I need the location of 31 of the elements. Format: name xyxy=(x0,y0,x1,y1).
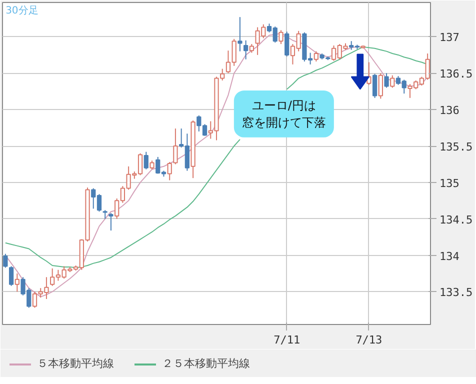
candlestick xyxy=(284,31,290,57)
candlestick xyxy=(372,73,378,98)
y-tick-label: 135 xyxy=(440,176,460,190)
candlestick xyxy=(378,72,383,100)
candlestick xyxy=(108,212,114,232)
candlestick xyxy=(244,40,248,60)
candlestick xyxy=(173,128,178,165)
candlestick xyxy=(384,72,389,88)
candlestick xyxy=(144,151,148,170)
y-tick-label: 135.5 xyxy=(440,140,473,154)
candlestick xyxy=(8,266,14,286)
legend-label: ２５本移動平均線 xyxy=(162,356,250,371)
candlestick xyxy=(14,273,20,292)
candlestick xyxy=(314,50,318,62)
y-tick-label: 136 xyxy=(440,104,460,118)
annotation: ユーロ/円は窓を開けて下落 xyxy=(242,98,326,130)
candlestick xyxy=(238,16,242,52)
candlestick xyxy=(3,253,8,268)
y-tick-label: 137 xyxy=(440,31,460,44)
y-tick-label: 134.5 xyxy=(440,213,473,226)
chart-title: 30分足 xyxy=(6,4,38,16)
candlestick xyxy=(167,162,172,181)
y-tick-label: 136.5 xyxy=(440,68,473,81)
legend-label: ５本移動平均線 xyxy=(37,356,114,371)
candlestick xyxy=(390,74,395,88)
y-tick-label: 133.5 xyxy=(440,286,473,300)
x-tick-label: 7/13 xyxy=(356,334,382,346)
x-tick-label: 7/11 xyxy=(274,334,300,346)
candlestick xyxy=(278,30,284,45)
line-series xyxy=(4,32,428,298)
y-tick-label: 134 xyxy=(440,250,460,263)
